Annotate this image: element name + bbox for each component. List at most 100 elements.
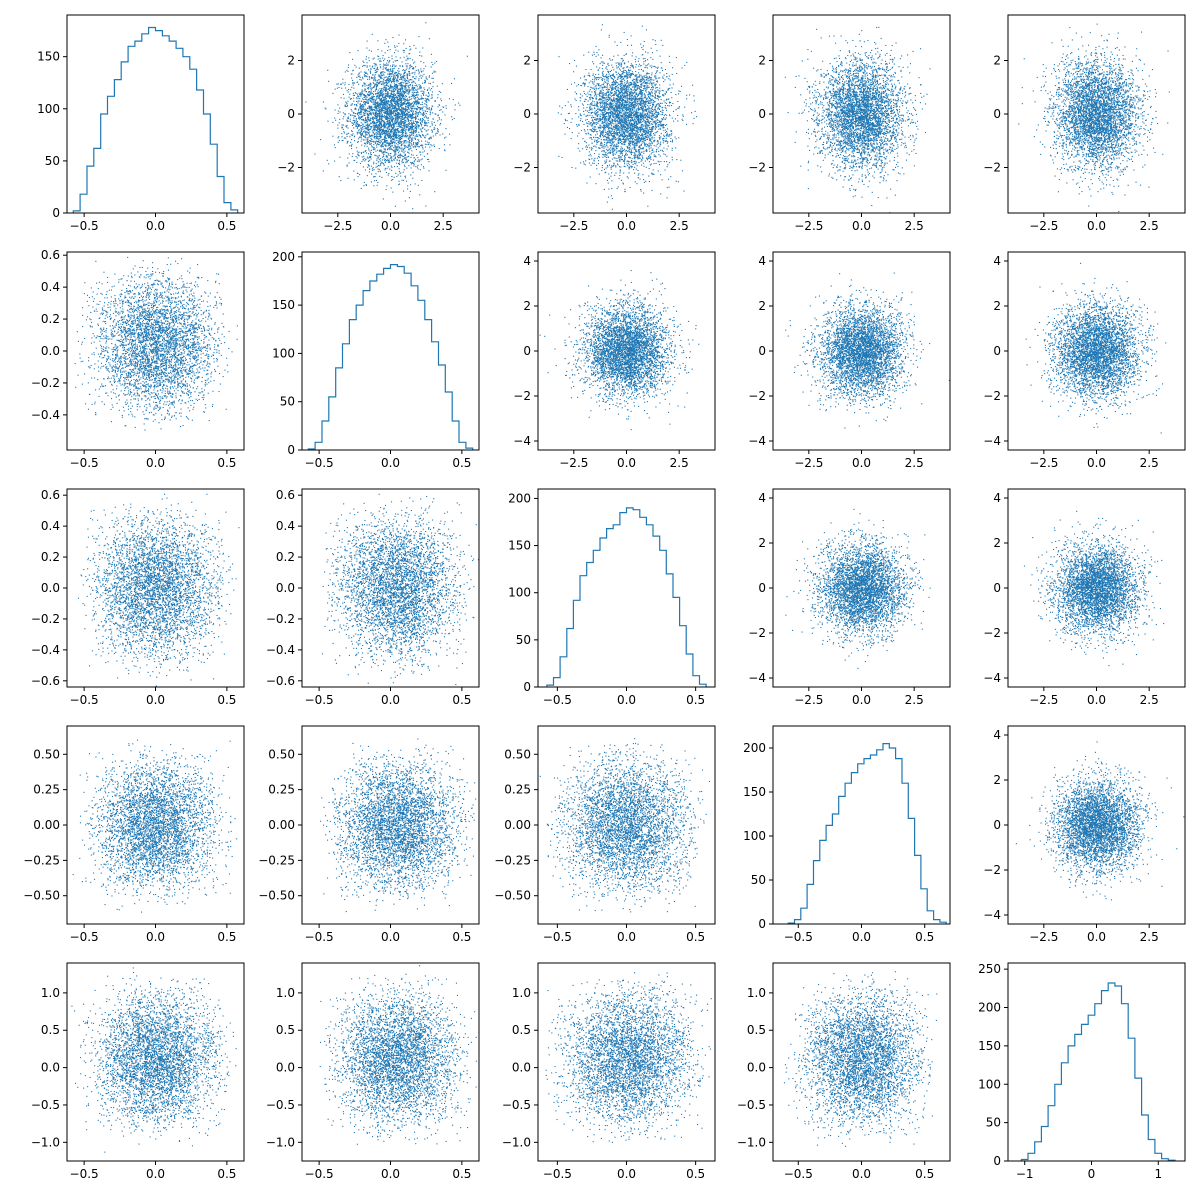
- scatter-point: [404, 89, 405, 90]
- scatter-point: [356, 67, 357, 68]
- scatter-point: [419, 52, 420, 53]
- scatter-point: [413, 165, 414, 166]
- scatter-point: [369, 124, 370, 125]
- scatter-point: [438, 106, 439, 107]
- scatter-point: [346, 125, 347, 126]
- scatter-point: [423, 148, 424, 149]
- scatter-point: [376, 132, 377, 133]
- scatter-point: [437, 128, 438, 129]
- scatter-point: [393, 101, 394, 102]
- scatter-point: [391, 90, 392, 91]
- scatter-point: [388, 69, 389, 70]
- scatter-point: [449, 144, 450, 145]
- scatter-point: [351, 134, 352, 135]
- scatter-point: [420, 104, 421, 105]
- scatter-point: [421, 141, 422, 142]
- scatter-point: [347, 121, 348, 122]
- scatter-point: [420, 112, 421, 113]
- scatter-point: [398, 152, 399, 153]
- scatter-point: [369, 95, 370, 96]
- scatter-point: [436, 61, 437, 62]
- scatter-point: [396, 60, 397, 61]
- scatter-point: [375, 79, 376, 80]
- pair-plot-figure: −0.5 0.0 0.5050100150−2.5 0.0 2.5−202−2.5 0.0…: [0, 0, 1200, 1200]
- scatter-point: [371, 181, 372, 182]
- scatter-point: [410, 184, 411, 185]
- scatter-point: [368, 102, 369, 103]
- scatter-point: [408, 102, 409, 103]
- scatter-point: [418, 122, 419, 123]
- scatter-point: [400, 79, 401, 80]
- scatter-point: [408, 128, 409, 129]
- scatter-point: [442, 111, 443, 112]
- scatter-point: [393, 147, 394, 148]
- scatter-point: [418, 80, 419, 81]
- scatter-point: [359, 68, 360, 69]
- scatter-point: [406, 60, 407, 61]
- scatter-point: [394, 166, 395, 167]
- scatter-point: [380, 58, 381, 59]
- scatter-point: [426, 144, 427, 145]
- scatter-point: [377, 143, 378, 144]
- scatter-point: [449, 134, 450, 135]
- scatter-point: [422, 147, 423, 148]
- scatter-point: [419, 194, 420, 195]
- scatter-point: [365, 113, 366, 114]
- scatter-point: [358, 109, 359, 110]
- scatter-point: [338, 137, 339, 138]
- scatter-point: [401, 151, 402, 152]
- scatter-point: [375, 173, 376, 174]
- scatter-point: [412, 94, 413, 95]
- scatter-point: [370, 128, 371, 129]
- scatter-point: [345, 126, 346, 127]
- scatter-point: [408, 81, 409, 82]
- scatter-point: [346, 70, 347, 71]
- panel-r0-c1: −2.5 0.0 2.5−202: [277, 15, 479, 233]
- scatter-point: [404, 127, 405, 128]
- scatter-point: [427, 125, 428, 126]
- scatter-point: [386, 90, 387, 91]
- scatter-point: [427, 118, 428, 119]
- scatter-point: [349, 136, 350, 137]
- scatter-point: [352, 125, 353, 126]
- scatter-point: [361, 139, 362, 140]
- histogram-step-line: [73, 28, 237, 214]
- scatter-point: [417, 86, 418, 87]
- scatter-point: [363, 99, 364, 100]
- scatter-point: [392, 81, 393, 82]
- scatter-point: [354, 122, 355, 123]
- scatter-point: [423, 135, 424, 136]
- scatter-point: [439, 110, 440, 111]
- scatter-point: [395, 60, 396, 61]
- scatter-point: [415, 66, 416, 67]
- scatter-point: [431, 95, 432, 96]
- scatter-point: [380, 75, 381, 76]
- scatter-point: [413, 111, 414, 112]
- scatter-point: [353, 88, 354, 89]
- scatter-point: [422, 83, 423, 84]
- scatter-point: [413, 76, 414, 77]
- scatter-point: [376, 122, 377, 123]
- scatter-point: [350, 119, 351, 120]
- scatter-point: [375, 77, 376, 78]
- scatter-point: [358, 115, 359, 116]
- scatter-point: [376, 180, 377, 181]
- scatter-point: [415, 124, 416, 125]
- scatter-point: [400, 141, 401, 142]
- scatter-point: [416, 155, 417, 156]
- scatter-point: [341, 133, 342, 134]
- scatter-point: [377, 166, 378, 167]
- scatter-point: [382, 159, 383, 160]
- scatter-point: [362, 86, 363, 87]
- scatter-point: [423, 91, 424, 92]
- scatter-point: [416, 118, 417, 119]
- y-tick-label: 50: [45, 154, 60, 168]
- scatter-point: [422, 76, 423, 77]
- scatter-point: [347, 165, 348, 166]
- scatter-point: [439, 119, 440, 120]
- scatter-point: [347, 166, 348, 167]
- scatter-point: [425, 81, 426, 82]
- scatter-point: [367, 167, 368, 168]
- scatter-point: [389, 149, 390, 150]
- scatter-point: [397, 140, 398, 141]
